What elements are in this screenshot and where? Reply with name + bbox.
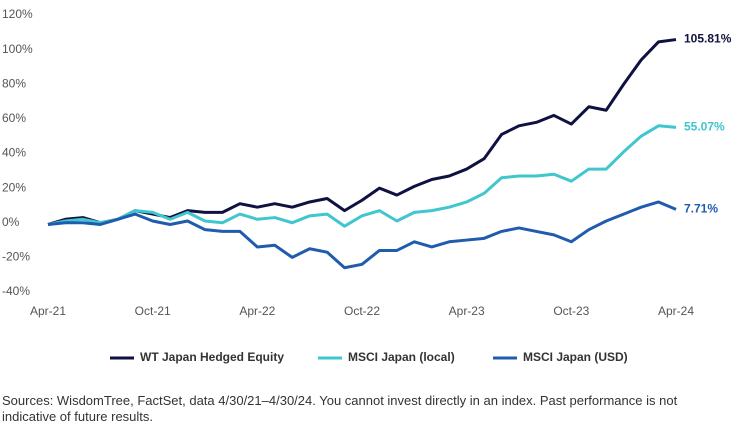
y-tick-label: -20% bbox=[2, 250, 30, 264]
y-tick-label: -40% bbox=[2, 284, 30, 298]
y-tick-label: 120% bbox=[2, 7, 33, 21]
x-tick-label: Oct-23 bbox=[553, 304, 589, 318]
x-tick-label: Apr-23 bbox=[449, 304, 485, 318]
x-tick-label: Apr-22 bbox=[239, 304, 275, 318]
series-line bbox=[47, 38, 677, 226]
end-label: 7.71% bbox=[684, 202, 718, 216]
chart: -40% -20% 0% 20% 40% 60% 80% 100% 120% Apr-21 Oct-… bbox=[2, 7, 732, 364]
y-tick-label: 80% bbox=[2, 76, 26, 90]
series-line bbox=[47, 124, 677, 228]
end-label: 105.81% bbox=[684, 32, 732, 46]
x-tick-label: Oct-22 bbox=[344, 304, 380, 318]
x-tick-label: Apr-21 bbox=[30, 304, 66, 318]
y-tick-label: 100% bbox=[2, 42, 33, 56]
y-tick-label: 60% bbox=[2, 111, 26, 125]
legend-label: MSCI Japan (local) bbox=[348, 350, 455, 364]
series-line bbox=[47, 200, 677, 270]
source-note: Sources: WisdomTree, FactSet, data 4/30/… bbox=[2, 393, 678, 424]
x-tick-label: Apr-24 bbox=[658, 304, 694, 318]
y-tick-label: 0% bbox=[2, 215, 20, 229]
y-tick-label: 40% bbox=[2, 146, 26, 160]
legend-label: MSCI Japan (USD) bbox=[523, 350, 628, 364]
x-tick-label: Oct-21 bbox=[135, 304, 171, 318]
legend-label: WT Japan Hedged Equity bbox=[140, 350, 284, 364]
end-label: 55.07% bbox=[684, 120, 725, 134]
y-tick-label: 20% bbox=[2, 180, 26, 194]
